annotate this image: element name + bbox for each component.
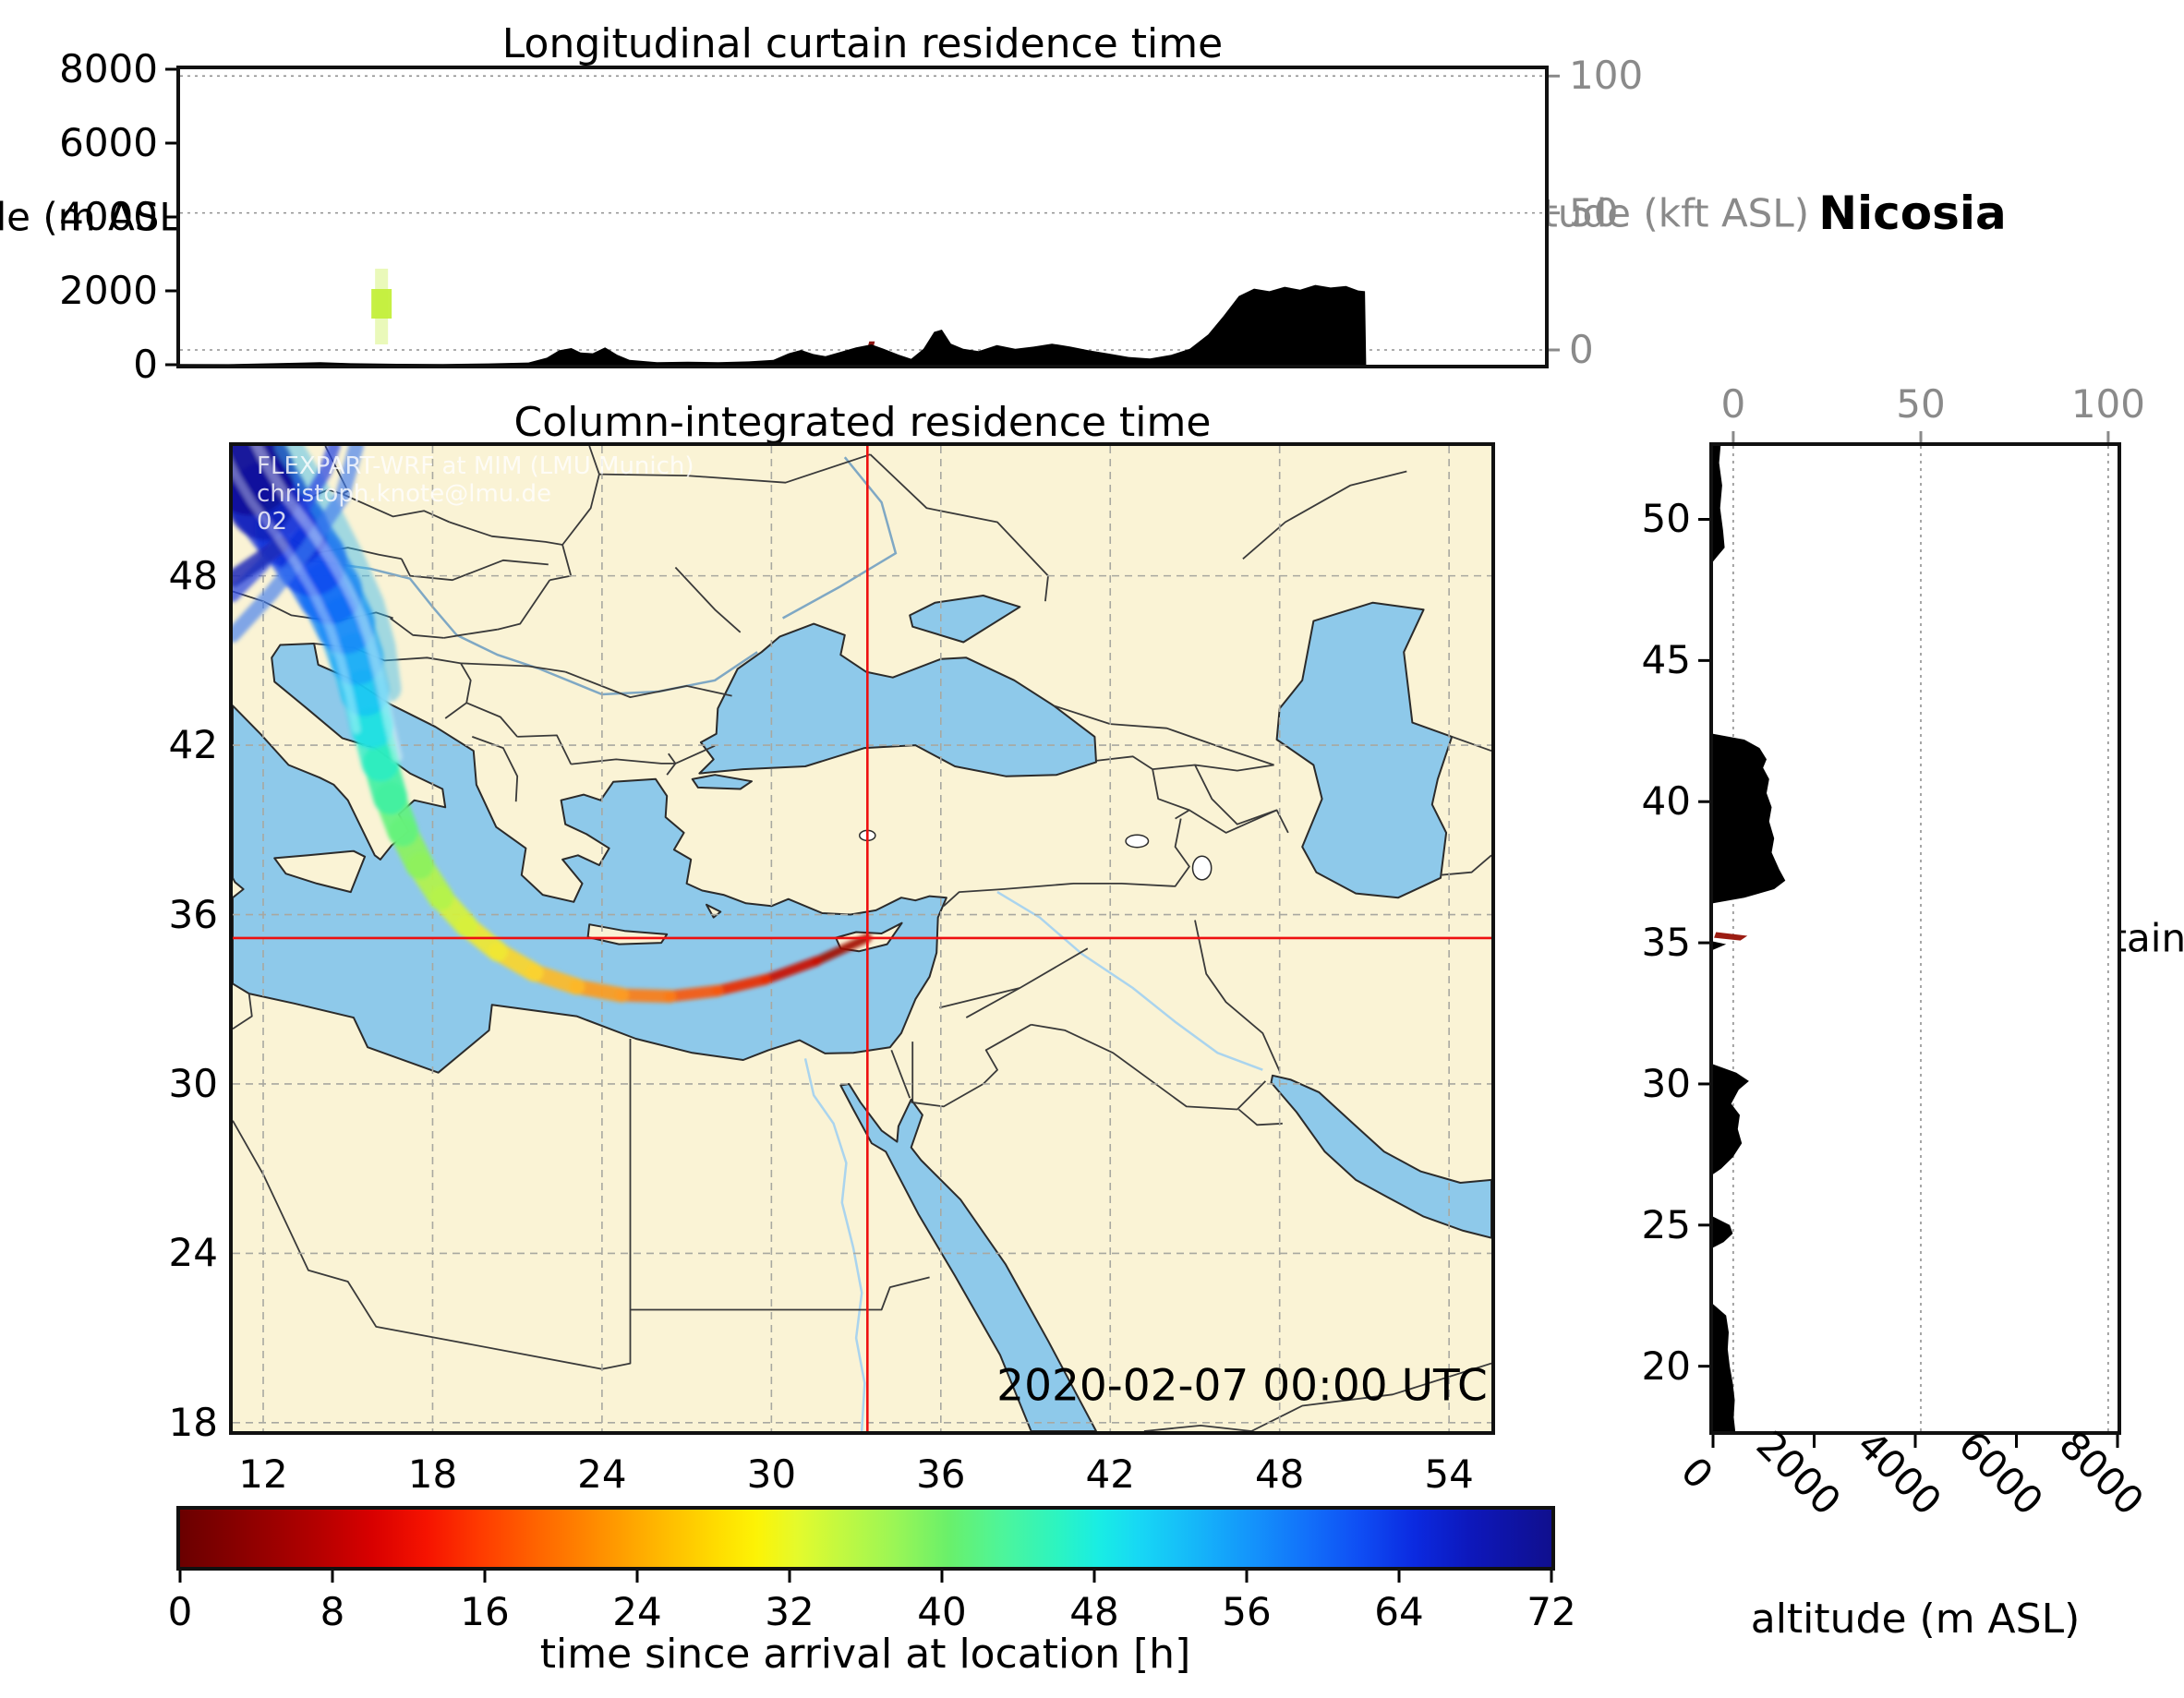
- map-lon-label: 18: [407, 1451, 458, 1497]
- right-lat-label: 40: [1641, 778, 1691, 825]
- top-ytick-label: 4000: [59, 194, 158, 239]
- map-lat-label: 30: [168, 1060, 218, 1106]
- top-ytick-label: 2000: [59, 268, 158, 313]
- right-alt-label: 4000: [1848, 1422, 1950, 1524]
- map-lon-label: 30: [746, 1451, 797, 1497]
- right-kft-label: 0: [1720, 381, 1746, 427]
- map-lon-label: 48: [1254, 1451, 1305, 1497]
- colorbar-tick-label: 48: [1069, 1589, 1119, 1634]
- map-lat-label: 36: [168, 891, 218, 937]
- map-lon-label: 36: [916, 1451, 966, 1497]
- colorbar-tick-label: 16: [460, 1589, 510, 1634]
- right-panel-xlabel: altitude (m ASL): [1750, 1596, 2081, 1643]
- longitudinal-curtain-canvas: [180, 69, 1545, 365]
- colorbar-tick-label: 0: [167, 1589, 193, 1634]
- watermark-line1: FLEXPART-WRF at MIM (LMU Munich): [257, 452, 694, 480]
- right-kft-label: 50: [1896, 381, 1946, 427]
- map-lon-label: 42: [1085, 1451, 1135, 1497]
- colorbar-tick-label: 8: [320, 1589, 345, 1634]
- top-ytick-label: 8000: [59, 46, 158, 91]
- right-alt-label: 0: [1671, 1448, 1722, 1499]
- colorbar-tick-label: 24: [612, 1589, 662, 1634]
- top-panel-title: Longitudinal curtain residence time: [501, 20, 1224, 67]
- top-kft-label: 0: [1569, 327, 1594, 372]
- map-lon-label: 24: [577, 1451, 627, 1497]
- right-lat-label: 35: [1641, 920, 1691, 966]
- right-lat-label: 30: [1641, 1060, 1691, 1106]
- right-kft-label: 100: [2070, 381, 2146, 427]
- map-title: Column-integrated residence time: [513, 399, 1212, 446]
- map-lat-label: 42: [168, 722, 218, 768]
- right-alt-label: 6000: [1949, 1422, 2052, 1524]
- top-ytick-label: 6000: [59, 120, 158, 165]
- latitudinal-curtain-canvas: [1713, 446, 2118, 1431]
- right-alt-label: 8000: [2050, 1422, 2153, 1524]
- colorbar-tick-label: 64: [1374, 1589, 1424, 1634]
- date-stamp: 2020-02-07 00:00 UTC: [996, 1360, 1488, 1412]
- colorbar: [180, 1510, 1551, 1567]
- right-lat-label: 45: [1641, 637, 1691, 683]
- map-lon-label: 12: [238, 1451, 288, 1497]
- top-ylabel: altitude (m ASL): [0, 194, 197, 240]
- top-kft-label: 50: [1569, 189, 1619, 235]
- colorbar-tick-label: 72: [1526, 1589, 1576, 1634]
- watermark-line2: christoph.knote@lmu.de: [257, 480, 551, 508]
- watermark-line3: 02: [257, 508, 287, 536]
- colorbar-label: time since arrival at location [h]: [539, 1631, 1191, 1678]
- map-canvas: FLEXPART-WRF at MIM (LMU Munich)christop…: [233, 446, 1491, 1431]
- top-ytick-label: 0: [133, 342, 158, 387]
- colorbar-tick-label: 40: [917, 1589, 967, 1634]
- right-lat-label: 25: [1641, 1201, 1691, 1247]
- colorbar-tick-label: 56: [1222, 1589, 1272, 1634]
- right-lat-label: 20: [1641, 1343, 1691, 1389]
- map-lat-label: 24: [168, 1230, 218, 1276]
- top-kft-label: 100: [1569, 53, 1644, 99]
- station-name: Nicosia: [1818, 187, 2007, 240]
- colorbar-tick-label: 32: [765, 1589, 814, 1634]
- map-lon-label: 54: [1424, 1451, 1474, 1497]
- right-lat-label: 50: [1641, 496, 1691, 542]
- right-alt-label: 2000: [1747, 1422, 1850, 1524]
- map-lat-label: 48: [168, 552, 218, 598]
- map-lat-label: 18: [168, 1399, 218, 1445]
